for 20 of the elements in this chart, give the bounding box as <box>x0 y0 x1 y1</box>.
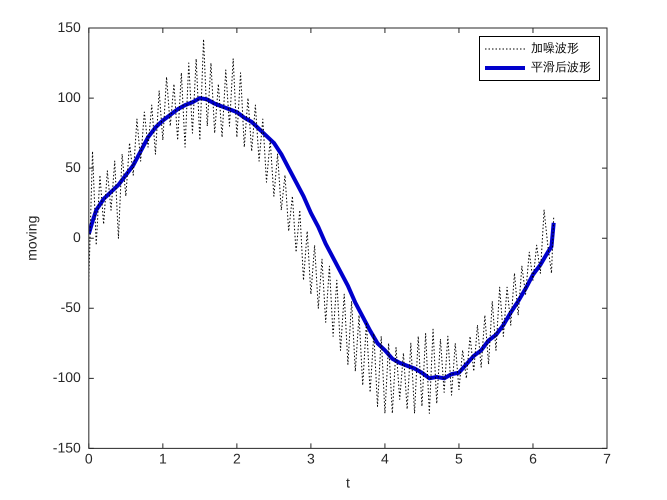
y-tick-label: 100 <box>57 88 82 105</box>
x-axis-title: t <box>346 474 350 490</box>
y-tick-label: -150 <box>52 439 82 456</box>
line-series <box>88 38 554 414</box>
y-tick-label: -50 <box>60 299 82 316</box>
x-tick-label: 5 <box>455 450 464 467</box>
y-tick-label: -100 <box>52 369 82 386</box>
x-tick-label: 3 <box>307 450 315 467</box>
x-tick-label: 0 <box>84 450 93 467</box>
y-tick-label: 0 <box>73 229 82 246</box>
x-tick-label: 4 <box>381 450 390 467</box>
legend-label: 平滑后波形 <box>531 60 591 74</box>
x-tick-label: 2 <box>232 450 241 467</box>
x-tick-label: 1 <box>158 450 167 467</box>
x-tick-label: 6 <box>529 450 538 467</box>
y-axis-title: moving <box>23 216 40 261</box>
legend-label: 加噪波形 <box>531 41 579 56</box>
y-tick-label: 150 <box>57 18 82 35</box>
y-tick-label: 50 <box>65 158 82 175</box>
x-tick-label: 7 <box>603 450 612 467</box>
